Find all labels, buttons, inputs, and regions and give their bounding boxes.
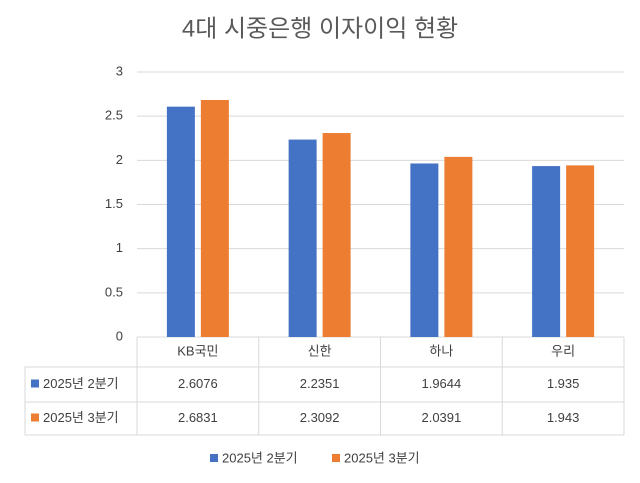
legend-label: 2025년 3분기 — [344, 450, 420, 465]
table-legend-key — [31, 379, 39, 388]
table-row-label: 2025년 3분기 — [43, 410, 119, 425]
legend-key — [332, 454, 340, 462]
x-tick-label: 신한 — [308, 343, 332, 358]
bar — [166, 106, 195, 337]
y-tick-label: 1.5 — [105, 196, 123, 211]
bar — [200, 99, 229, 338]
table-value: 1.943 — [547, 410, 580, 425]
bar — [322, 133, 351, 337]
table-value: 2.3092 — [300, 410, 340, 425]
bar — [410, 163, 439, 337]
y-tick-label: 2.5 — [105, 108, 123, 123]
y-tick-label: 0.5 — [105, 284, 123, 299]
table-value: 2.2351 — [300, 376, 340, 391]
x-tick-label: KB국민 — [177, 343, 218, 358]
x-tick-label: 하나 — [429, 343, 453, 358]
y-tick-label: 0 — [116, 328, 123, 343]
table-value: 2.6831 — [178, 410, 218, 425]
table-row-label: 2025년 2분기 — [43, 376, 119, 391]
y-tick-label: 3 — [116, 63, 123, 78]
legend-label: 2025년 2분기 — [222, 450, 298, 465]
bar — [288, 139, 317, 337]
table-legend-key — [31, 413, 39, 422]
bar — [532, 166, 561, 337]
legend-key — [210, 454, 218, 462]
bar — [444, 156, 473, 337]
table-value: 1.935 — [547, 376, 580, 391]
y-tick-label: 2 — [116, 152, 123, 167]
table-value: 1.9644 — [421, 376, 461, 391]
x-tick-label: 우리 — [551, 343, 575, 358]
y-tick-label: 1 — [116, 240, 123, 255]
table-value: 2.6076 — [178, 376, 218, 391]
table-value: 2.0391 — [421, 410, 461, 425]
bar — [566, 165, 595, 337]
chart-title: 4대 시중은행 이자이익 현황 — [182, 15, 458, 42]
